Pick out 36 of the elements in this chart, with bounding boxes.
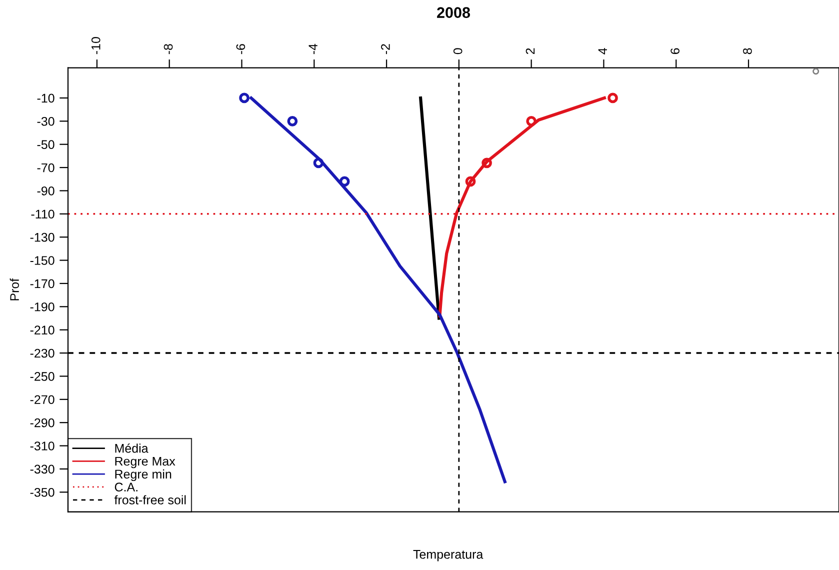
y-tick-label: -190 (30, 302, 54, 312)
y-tick-label: -10 (37, 94, 54, 103)
legend-label: C.A. (114, 482, 138, 492)
x-tick-label: 4 (598, 48, 607, 54)
x-axis-title: Temperatura (413, 550, 484, 562)
legend-label: Média (115, 443, 148, 453)
y-tick-label: -170 (30, 279, 54, 288)
y-tick-label: -150 (30, 256, 54, 265)
y-tick-label: -350 (30, 488, 54, 497)
y-tick-label: -290 (30, 418, 54, 428)
x-tick-label: 0 (453, 48, 462, 54)
x-tick-label: -8 (164, 44, 173, 54)
y-tick-label: -30 (37, 116, 54, 126)
y-tick-label: -70 (37, 163, 54, 172)
y-tick-label: -270 (30, 395, 54, 404)
y-tick-label: -310 (30, 442, 54, 450)
x-tick-label: -2 (381, 44, 390, 54)
legend-label: Regre min (115, 469, 172, 482)
legend-label: Regre Max (115, 456, 176, 468)
chart-title: 2008 (437, 7, 470, 18)
y-tick-label: -130 (30, 232, 54, 242)
x-tick-label: 2 (526, 48, 535, 54)
x-tick-label: 8 (743, 48, 752, 54)
x-tick-label: -10 (91, 37, 100, 54)
y-tick-label: -250 (30, 372, 54, 381)
y-tick-label: -330 (30, 464, 54, 474)
y-tick-label: -210 (30, 326, 54, 334)
y-tick-label: -110 (31, 210, 54, 219)
y-tick-label: -90 (37, 186, 54, 196)
x-tick-label: -6 (236, 44, 246, 54)
x-tick-label: 6 (670, 48, 680, 54)
y-tick-label: -230 (30, 348, 54, 358)
x-tick-label: -4 (308, 44, 318, 54)
legend-label: frost-free soil (114, 495, 186, 504)
y-axis-title: Prof (10, 278, 19, 300)
y-tick-label: -50 (37, 140, 54, 149)
